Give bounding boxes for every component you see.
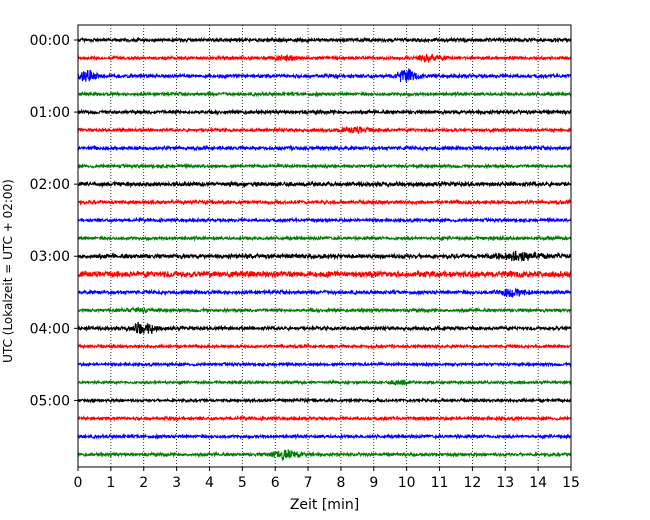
trace-0030 [77,67,572,83]
x-tick-label: 10 [398,475,416,491]
trace-0145 [77,162,572,170]
x-axis-label: Zeit [min] [290,497,359,513]
y-tick-label: 05:00 [30,393,70,409]
trace-0415 [77,342,572,350]
x-tick-label: 8 [336,475,345,491]
trace-group [77,36,572,462]
x-axis: 0 1 2 3 4 5 6 7 8 9 10 11 12 13 14 15 [74,467,580,491]
x-tick-label: 4 [205,475,214,491]
x-tick-label: 13 [496,475,514,491]
trace-0245 [77,234,572,242]
x-tick-label: 7 [304,475,313,491]
trace-0345 [77,306,572,315]
trace-0015 [77,53,572,63]
x-tick-label: 5 [238,475,247,491]
trace-0515 [77,414,572,423]
trace-0545 [77,449,572,462]
trace-0130 [77,144,572,152]
plot-frame [77,24,572,468]
y-tick-label: 03:00 [30,249,70,265]
trace-0400 [77,321,572,335]
x-tick-label: 6 [271,475,280,491]
y-axis: 00:00 01:00 02:00 03:00 04:00 05:00 [30,33,78,409]
trace-0115 [77,125,572,135]
y-tick-label: 01:00 [30,105,70,121]
x-tick-label: 3 [172,475,181,491]
x-tick-label: 15 [562,475,580,491]
trace-0100 [77,108,572,116]
y-tick-label: 02:00 [30,177,70,193]
x-tick-label: 1 [106,475,115,491]
x-tick-label: 12 [463,475,481,491]
x-tick-label: 0 [74,475,83,491]
trace-0530 [77,432,572,441]
x-tick-label: 11 [431,475,449,491]
trace-0215 [77,198,572,206]
trace-0000 [77,36,572,44]
trace-0315 [77,269,572,280]
trace-0330 [77,287,572,298]
trace-0445 [77,378,572,387]
y-tick-label: 04:00 [30,321,70,337]
trace-0500 [77,396,572,404]
trace-0045 [77,90,572,98]
x-tick-label: 9 [369,475,378,491]
trace-0230 [77,216,572,224]
y-axis-label: UTC (Lokalzeit = UTC + 02:00) [1,179,15,363]
y-tick-label: 00:00 [30,33,70,49]
x-tick-label: 2 [139,475,148,491]
x-tick-label: 14 [529,475,547,491]
trace-0200 [77,180,572,189]
trace-0430 [77,360,572,368]
trace-0300 [77,250,572,262]
